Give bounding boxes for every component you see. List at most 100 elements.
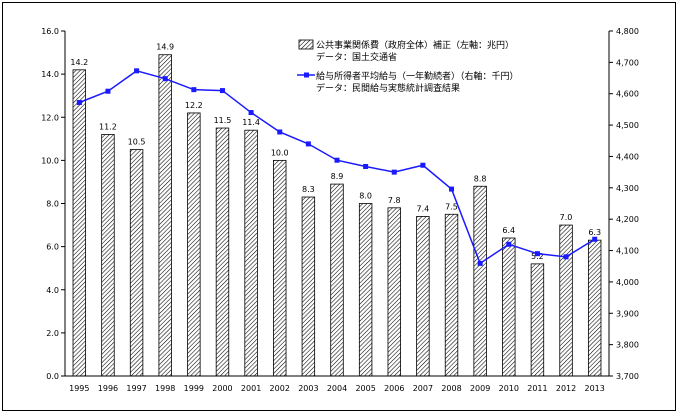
line-point xyxy=(534,251,540,257)
line-point xyxy=(105,88,111,94)
x-tick-label: 2009 xyxy=(470,384,490,393)
bar-series xyxy=(72,54,602,377)
left-tick-label: 10.0 xyxy=(41,156,59,165)
bar-value-label: 11.5 xyxy=(214,116,232,125)
line-series xyxy=(76,68,598,266)
right-tick-label: 4,100 xyxy=(616,247,639,256)
x-tick-label: 2002 xyxy=(270,384,290,393)
x-tick-label: 2013 xyxy=(585,384,605,393)
bar-value-label: 11.4 xyxy=(242,118,260,127)
right-tick-label: 4,700 xyxy=(616,58,639,67)
bar-value-label: 14.9 xyxy=(156,43,174,52)
right-tick-label: 4,500 xyxy=(616,121,639,130)
line-point xyxy=(162,76,168,82)
bar xyxy=(244,129,258,377)
bar xyxy=(301,196,316,377)
bar xyxy=(416,216,430,377)
bar xyxy=(473,185,487,377)
right-tick-label: 4,800 xyxy=(616,27,639,36)
line-point xyxy=(334,157,340,163)
x-tick-label: 2008 xyxy=(441,384,461,393)
right-tick-label: 4,200 xyxy=(616,215,639,224)
bar-value-label: 8.9 xyxy=(331,172,344,181)
left-tick-label: 6.0 xyxy=(46,243,59,252)
legend-bar-label: 公共事業関係費（政府全体）補正（左軸：兆円） xyxy=(316,39,514,51)
left-tick-label: 2.0 xyxy=(46,329,59,338)
bar xyxy=(330,183,344,377)
bar-value-label: 12.2 xyxy=(185,101,203,110)
x-tick-label: 2000 xyxy=(212,384,232,393)
x-tick-label: 1999 xyxy=(184,384,204,393)
line-point xyxy=(134,68,140,74)
combo-chart: 14.2 11.2 10.5 14.9 12.2 11.5 11.4 10.0 8.3 8.9 8.… xyxy=(41,27,639,393)
left-tick-label: 16.0 xyxy=(41,27,59,36)
line-point xyxy=(449,186,455,192)
bar-value-label: 6.3 xyxy=(588,228,601,237)
line-point xyxy=(506,241,512,247)
x-tick-label: 2012 xyxy=(556,384,576,393)
right-tick-label: 3,800 xyxy=(616,341,639,350)
bar-value-label: 11.2 xyxy=(99,123,117,132)
legend-bar-source: データ：国土交通省 xyxy=(316,51,397,63)
line-point xyxy=(277,129,283,135)
x-tick-label: 2007 xyxy=(413,384,433,393)
bar xyxy=(72,69,87,377)
bar-value-label: 10.0 xyxy=(271,148,289,157)
right-tick-label: 4,300 xyxy=(616,184,639,193)
bar-value-label: 8.3 xyxy=(302,185,315,194)
bar-value-label: 10.5 xyxy=(128,138,146,147)
line-point xyxy=(305,141,311,147)
bar xyxy=(502,237,516,377)
bar xyxy=(587,239,602,377)
bar-value-label: 14.2 xyxy=(70,58,88,67)
right-tick-label: 3,900 xyxy=(616,309,639,318)
legend: 公共事業関係費（政府全体）補正（左軸：兆円） データ：国土交通省 給与所得者平均… xyxy=(297,39,519,94)
bar xyxy=(559,224,573,377)
legend-bar-swatch xyxy=(298,39,314,50)
right-tick-label: 3,700 xyxy=(616,372,639,381)
x-tick-label: 2003 xyxy=(298,384,318,393)
line-point xyxy=(563,254,569,260)
line-point xyxy=(592,236,598,242)
x-tick-label: 1995 xyxy=(69,384,89,393)
bar xyxy=(129,149,144,377)
legend-line-marker xyxy=(304,72,309,78)
bar-value-label: 7.0 xyxy=(560,213,573,222)
bar xyxy=(187,112,201,377)
line-point xyxy=(76,100,82,106)
left-tick-label: 12.0 xyxy=(41,113,59,122)
x-tick-label: 2001 xyxy=(241,384,261,393)
bar-value-label: 7.4 xyxy=(417,204,430,213)
bar xyxy=(215,127,230,377)
line-point xyxy=(477,260,483,266)
bar-value-label: 7.5 xyxy=(445,202,458,211)
bar-value-label: 7.8 xyxy=(388,196,401,205)
x-tick-label: 2005 xyxy=(355,384,375,393)
bar xyxy=(530,263,545,377)
left-tick-label: 14.0 xyxy=(41,70,59,79)
bar xyxy=(387,207,401,377)
left-tick-label: 0.0 xyxy=(46,372,59,381)
line-point xyxy=(219,88,225,94)
bar xyxy=(158,54,172,377)
bar-value-label: 8.8 xyxy=(474,174,487,183)
bar-value-label: 5.2 xyxy=(531,252,544,261)
chart-frame: 14.2 11.2 10.5 14.9 12.2 11.5 11.4 10.0 8.3 8.9 8.… xyxy=(2,2,676,411)
line-point xyxy=(363,163,369,169)
x-tick-label: 1997 xyxy=(126,384,146,393)
bar xyxy=(101,134,115,377)
bar xyxy=(358,203,373,377)
line-point xyxy=(391,169,397,175)
left-tick-label: 4.0 xyxy=(46,286,59,295)
right-tick-label: 4,400 xyxy=(616,152,639,161)
left-axis-ticks: 0.0 2.0 4.0 6.0 8.0 10.0 12.0 14.0 16.0 xyxy=(41,27,65,381)
bar xyxy=(273,159,287,377)
right-axis-ticks: 3,700 3,800 3,900 4,000 4,100 4,200 4,300 4,400… xyxy=(609,27,639,381)
left-tick-label: 8.0 xyxy=(46,200,59,209)
right-tick-label: 4,000 xyxy=(616,278,639,287)
right-tick-label: 4,600 xyxy=(616,90,639,99)
x-tick-label: 2004 xyxy=(327,384,347,393)
bar-data-labels: 14.2 11.2 10.5 14.9 12.2 11.5 11.4 10.0 8.3 8.9 8.… xyxy=(70,43,601,261)
x-tick-label: 2010 xyxy=(499,384,519,393)
x-tick-label: 2011 xyxy=(527,384,547,393)
